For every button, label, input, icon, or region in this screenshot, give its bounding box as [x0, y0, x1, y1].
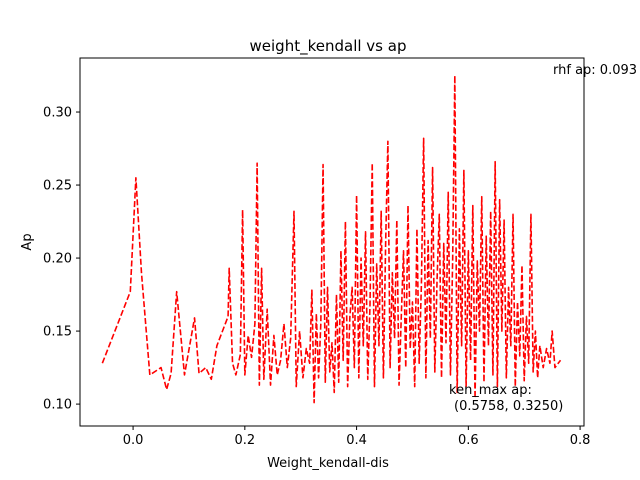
ken-max-annotation-line1: ken_max ap: — [449, 383, 532, 398]
y-tick-label: 0.25 — [43, 179, 72, 194]
x-tick-label: 0.4 — [346, 433, 367, 448]
axes-frame — [79, 57, 585, 427]
x-tick-label: 0.6 — [458, 433, 479, 448]
x-tick-label: 0.2 — [234, 433, 255, 448]
x-tick-label: 0.8 — [570, 433, 591, 448]
y-tick-label: 0.20 — [43, 252, 72, 267]
rhf-ap-annotation: rhf ap: 0.093 — [553, 63, 637, 78]
series-layer — [101, 74, 562, 404]
chart-title: weight_kendall vs ap — [250, 37, 407, 56]
y-tick-label: 0.15 — [43, 325, 72, 340]
y-axis-ticks: 0.10 0.15 0.20 0.25 0.30 — [43, 106, 80, 413]
x-tick-label: 0.0 — [123, 433, 144, 448]
y-tick-label: 0.10 — [43, 398, 72, 413]
y-tick-label: 0.30 — [43, 106, 72, 121]
plot-area — [101, 74, 562, 404]
series-line — [101, 74, 562, 404]
ken-max-annotation-line2: (0.5758, 0.3250) — [454, 399, 563, 414]
y-axis-label: Ap — [20, 233, 35, 250]
x-axis-label: Weight_kendall-dis — [267, 456, 389, 471]
x-axis-ticks: 0.0 0.2 0.4 0.6 0.8 — [123, 426, 591, 448]
